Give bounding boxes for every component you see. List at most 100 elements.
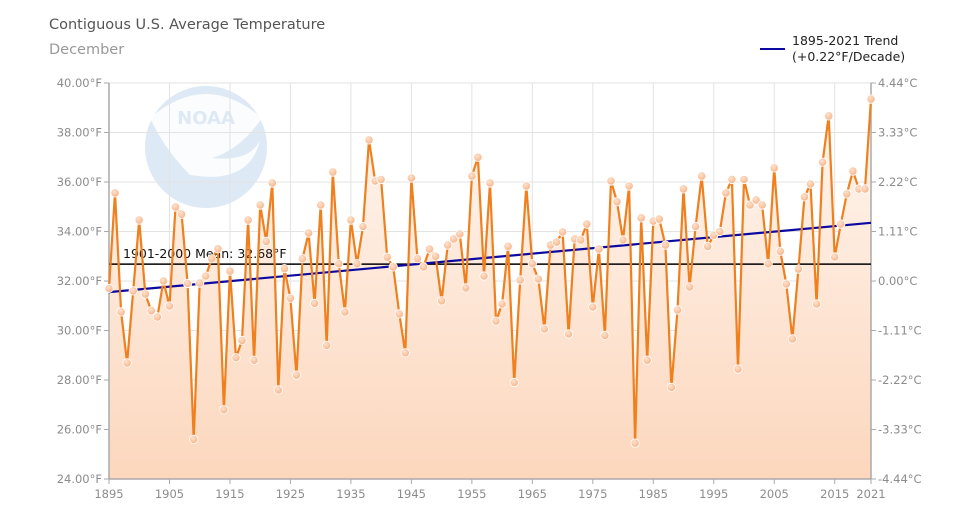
data-point — [140, 289, 150, 299]
data-point — [684, 282, 695, 292]
data-point — [830, 252, 840, 262]
data-point — [533, 274, 544, 284]
data-point — [588, 302, 598, 312]
data-point — [485, 178, 495, 188]
data-point — [116, 307, 126, 317]
data-point — [177, 209, 187, 219]
x-tick-label: 1955 — [457, 487, 486, 501]
data-point — [721, 188, 731, 198]
data-point — [473, 152, 483, 162]
y2-tick-label: 0.00°C — [878, 274, 917, 288]
data-point — [600, 330, 610, 340]
x-tick-label: 1975 — [578, 487, 607, 501]
data-point — [745, 200, 755, 210]
data-point — [213, 244, 223, 254]
data-point — [636, 213, 646, 223]
data-point — [146, 306, 156, 316]
data-point — [285, 293, 295, 303]
data-point — [594, 244, 604, 254]
data-point — [243, 215, 253, 225]
data-point — [128, 286, 138, 296]
data-point — [824, 111, 834, 121]
data-point — [170, 202, 181, 212]
data-point — [443, 240, 453, 250]
data-point — [346, 215, 356, 225]
chart-title: Contiguous U.S. Average Temperature — [49, 17, 326, 33]
x-tick-label: 1965 — [518, 487, 547, 501]
data-point — [394, 309, 404, 319]
data-point — [316, 200, 326, 210]
data-point — [255, 200, 265, 210]
data-point — [430, 251, 441, 261]
data-point — [249, 355, 259, 365]
trend-line — [108, 221, 872, 294]
data-point — [515, 275, 525, 285]
y2-tick-label: 3.33°C — [878, 126, 917, 140]
data-point — [449, 234, 459, 244]
x-tick-label: 2021 — [856, 487, 885, 501]
data-point — [660, 240, 671, 250]
x-tick-label: 2005 — [760, 487, 789, 501]
data-point — [618, 235, 628, 245]
data-point — [334, 259, 344, 269]
data-point — [576, 235, 586, 245]
data-point — [467, 171, 477, 181]
data-point — [690, 221, 701, 232]
data-point — [666, 382, 677, 392]
x-axis-ticks: 1895 1905 1915 1925 1935 1945 1955 1965 1975 1985… — [94, 479, 886, 501]
chart-subtitle: December — [49, 42, 125, 58]
data-point — [866, 94, 876, 104]
data-point — [654, 214, 664, 224]
data-point — [376, 174, 386, 185]
data-point — [642, 355, 652, 365]
data-point — [291, 370, 302, 380]
y-tick-label: 38.00°F — [57, 126, 102, 140]
data-point — [322, 340, 332, 350]
legend-trend-line2: (+0.22°F/Decade) — [792, 49, 906, 64]
y-tick-label: 36.00°F — [57, 175, 102, 189]
data-point — [134, 215, 144, 225]
area-fill — [109, 99, 871, 479]
data-point — [418, 262, 429, 272]
data-point — [551, 237, 562, 247]
y2-tick-label: -2.22°C — [878, 373, 922, 387]
y-tick-label: 26.00°F — [57, 423, 102, 437]
data-point — [836, 219, 846, 229]
data-point — [189, 434, 199, 444]
data-point — [406, 173, 416, 183]
data-point — [279, 263, 289, 274]
data-point — [757, 200, 767, 210]
data-point — [237, 335, 247, 345]
data-point — [328, 167, 338, 177]
data-point — [630, 438, 640, 448]
logo-text: NOAA — [177, 108, 235, 129]
y-tick-label: 34.00°F — [57, 225, 102, 239]
legend[interactable]: 1895-2021 Trend (+0.22°F/Decade) — [760, 33, 905, 65]
y-axis-ticks: 40.00°F 38.00°F 36.00°F 34.00°F 32.00°F 30.00… — [57, 76, 109, 486]
y2-axis-ticks: 4.44°C 3.33°C 2.22°C 1.11°C 0.00°C -1.11°C -2.… — [871, 76, 922, 486]
data-point — [122, 358, 132, 368]
data-point — [781, 279, 791, 289]
data-point — [848, 166, 858, 176]
logo-bird — [150, 94, 262, 177]
data-point — [225, 266, 235, 276]
x-tick-label: 1895 — [94, 487, 123, 501]
data-point — [201, 271, 211, 281]
legend-trend-label: 1895-2021 Trend (+0.22°F/Decade) — [792, 33, 905, 65]
data-point — [751, 195, 761, 205]
data-point — [769, 163, 779, 173]
y-tick-label: 28.00°F — [57, 373, 102, 387]
data-point — [207, 254, 217, 264]
data-point — [739, 174, 749, 185]
data-point — [697, 171, 707, 181]
data-point — [582, 219, 592, 229]
data-point — [400, 348, 410, 358]
data-point — [297, 254, 308, 264]
y-tick-label: 40.00°F — [57, 76, 102, 90]
data-point — [503, 241, 513, 251]
data-point — [497, 299, 507, 309]
y-tick-label: 32.00°F — [57, 274, 102, 288]
x-tick-label: 1945 — [397, 487, 426, 501]
data-point — [303, 228, 314, 238]
